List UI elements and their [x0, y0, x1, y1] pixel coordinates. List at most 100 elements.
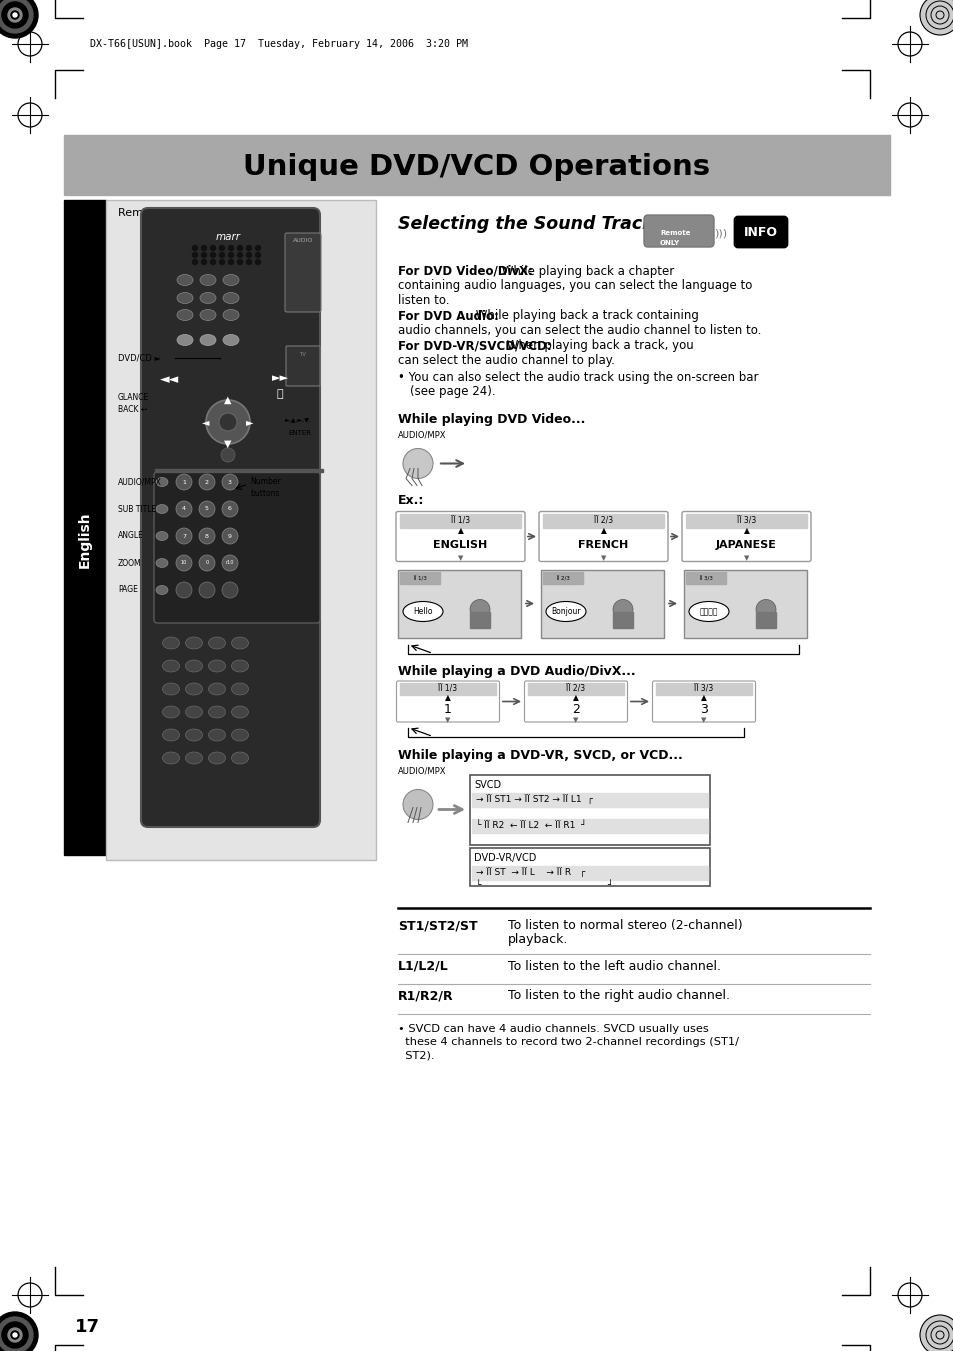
Text: ÏÏ 2/3: ÏÏ 2/3 [566, 685, 585, 694]
Ellipse shape [688, 601, 728, 621]
FancyBboxPatch shape [286, 346, 319, 386]
Circle shape [246, 259, 252, 265]
Circle shape [246, 246, 252, 250]
Circle shape [175, 528, 192, 544]
Text: ▲: ▲ [224, 394, 232, 405]
Circle shape [201, 253, 206, 258]
Ellipse shape [200, 274, 215, 285]
Ellipse shape [209, 707, 225, 717]
Circle shape [193, 259, 197, 265]
Circle shape [175, 582, 192, 598]
Text: DVD/CD ►: DVD/CD ► [118, 354, 161, 362]
Bar [399, 571, 439, 584]
Circle shape [2, 1, 28, 28]
Bar [397, 570, 520, 638]
FancyBboxPatch shape [734, 218, 786, 247]
Text: containing audio languages, you can select the language to: containing audio languages, you can sele… [397, 280, 752, 293]
Circle shape [919, 0, 953, 35]
Text: 10: 10 [181, 561, 187, 566]
Ellipse shape [200, 293, 215, 304]
Circle shape [193, 253, 197, 258]
Ellipse shape [185, 638, 202, 648]
Bar [685, 513, 806, 527]
Circle shape [193, 246, 197, 250]
Text: → ÏÏ ST  → ÏÏ L    → ÏÏ R   ┌: → ÏÏ ST → ÏÏ L → ÏÏ R ┌ [476, 867, 584, 877]
Circle shape [201, 259, 206, 265]
Text: ▼: ▼ [457, 555, 463, 562]
Ellipse shape [177, 293, 193, 304]
Circle shape [222, 474, 237, 490]
Bar [154, 469, 323, 471]
Text: 4: 4 [182, 507, 186, 512]
Circle shape [219, 253, 224, 258]
Circle shape [229, 246, 233, 250]
Text: FRENCH: FRENCH [578, 540, 628, 550]
Text: To listen to the left audio channel.: To listen to the left audio channel. [507, 959, 720, 973]
Text: ▼: ▼ [573, 717, 578, 724]
Text: To listen to the right audio channel.: To listen to the right audio channel. [507, 989, 729, 1002]
Text: 7: 7 [182, 534, 186, 539]
Text: ST2).: ST2). [397, 1051, 434, 1061]
Bar [472, 866, 707, 880]
Text: ÏÏ 3/3: ÏÏ 3/3 [694, 685, 713, 694]
Text: marr: marr [215, 232, 240, 242]
Ellipse shape [177, 309, 193, 320]
Text: Ex.:: Ex.: [397, 493, 424, 507]
Bar [542, 571, 582, 584]
Text: Remote Control: Remote Control [118, 208, 205, 218]
Circle shape [211, 246, 215, 250]
Ellipse shape [156, 558, 168, 567]
Circle shape [237, 246, 242, 250]
Text: ))): ))) [713, 228, 726, 238]
Ellipse shape [156, 504, 168, 513]
Bar [470, 612, 490, 627]
Text: audio channels, you can select the audio channel to listen to.: audio channels, you can select the audio… [397, 324, 760, 336]
Circle shape [229, 253, 233, 258]
Text: While playing a DVD Audio/DivX...: While playing a DVD Audio/DivX... [397, 666, 635, 678]
Bar [399, 682, 496, 694]
Text: playback.: playback. [507, 934, 568, 947]
Text: 1: 1 [182, 480, 186, 485]
Text: • You can also select the audio track using the on-screen bar: • You can also select the audio track us… [397, 370, 758, 384]
Text: 17: 17 [75, 1319, 100, 1336]
Ellipse shape [156, 531, 168, 540]
Text: ÏÏ 1/3: ÏÏ 1/3 [451, 517, 470, 526]
Ellipse shape [223, 309, 239, 320]
Ellipse shape [162, 684, 179, 694]
Text: DX-T66[USUN].book  Page 17  Tuesday, February 14, 2006  3:20 PM: DX-T66[USUN].book Page 17 Tuesday, Febru… [90, 39, 468, 49]
Ellipse shape [545, 601, 585, 621]
FancyBboxPatch shape [538, 512, 667, 562]
Circle shape [199, 555, 214, 571]
Text: ÏÏ 2/3: ÏÏ 2/3 [556, 576, 569, 581]
Ellipse shape [185, 753, 202, 765]
Text: 0: 0 [205, 561, 209, 566]
Text: r10: r10 [226, 561, 233, 566]
Text: ▼: ▼ [743, 555, 748, 562]
Text: ÏÏ 1/3: ÏÏ 1/3 [438, 685, 457, 694]
FancyBboxPatch shape [141, 208, 319, 827]
Bar [527, 682, 623, 694]
Ellipse shape [162, 753, 179, 765]
Text: Unique DVD/VCD Operations: Unique DVD/VCD Operations [243, 153, 710, 181]
Circle shape [402, 449, 433, 478]
Text: TV: TV [299, 353, 306, 357]
Ellipse shape [209, 753, 225, 765]
Bar [472, 793, 707, 807]
Text: can select the audio channel to play.: can select the audio channel to play. [397, 354, 615, 367]
Text: While playing a DVD-VR, SVCD, or VCD...: While playing a DVD-VR, SVCD, or VCD... [397, 748, 682, 762]
Text: ►►: ►► [272, 373, 288, 382]
Bar [656, 682, 751, 694]
Circle shape [2, 1323, 28, 1348]
Ellipse shape [223, 293, 239, 304]
Circle shape [8, 1328, 22, 1342]
Text: English: English [78, 512, 91, 569]
Circle shape [0, 1317, 33, 1351]
Text: AUDIO/MPX: AUDIO/MPX [118, 477, 162, 486]
Text: ►,▲,►,▼,: ►,▲,►,▼, [285, 417, 312, 423]
Circle shape [229, 259, 233, 265]
Circle shape [211, 259, 215, 265]
Circle shape [199, 528, 214, 544]
Text: ▲: ▲ [700, 693, 706, 703]
Bar [540, 570, 663, 638]
Ellipse shape [185, 730, 202, 740]
